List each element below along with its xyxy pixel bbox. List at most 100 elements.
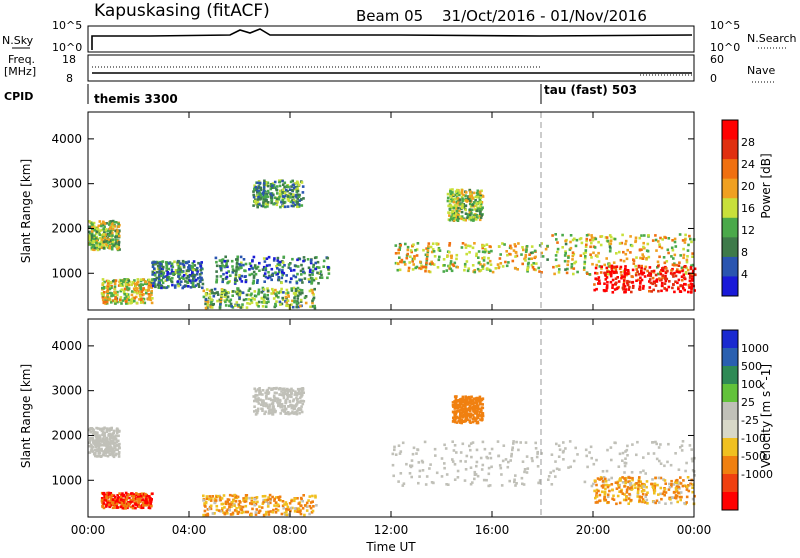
scatter-cell <box>572 272 575 276</box>
scatter-cell <box>691 459 694 463</box>
scatter-cell <box>124 283 128 286</box>
scatter-cell <box>275 197 279 201</box>
scatter-cell <box>115 431 119 435</box>
scatter-cell <box>459 411 462 415</box>
scatter-cell <box>202 499 205 502</box>
scatter-cell <box>583 480 587 484</box>
scatter-cell <box>595 458 598 462</box>
scatter-cell <box>649 281 653 285</box>
scatter-cell <box>90 234 94 237</box>
scatter-cell <box>480 189 483 193</box>
nsky-frame <box>87 25 695 53</box>
scatter-cell <box>297 390 301 393</box>
scatter-cell <box>637 273 641 276</box>
scatter-cell <box>586 272 589 275</box>
scatter-cell <box>641 498 645 501</box>
scatter-cell <box>459 413 462 417</box>
scatter-cell <box>456 399 459 403</box>
scatter-cell <box>405 254 409 257</box>
scatter-cell <box>212 302 215 306</box>
scatter-cell <box>461 203 464 206</box>
scatter-cell <box>295 305 298 309</box>
scatter-cell <box>128 496 131 500</box>
scatter-cell <box>479 214 482 217</box>
scatter-cell <box>188 273 192 277</box>
scatter-cell <box>664 236 667 240</box>
scatter-cell <box>460 408 463 412</box>
scatter-cell <box>585 239 588 243</box>
scatter-cell <box>597 251 600 255</box>
scatter-cell <box>475 202 478 205</box>
scatter-cell <box>231 513 235 516</box>
scatter-cell <box>114 302 117 305</box>
scatter-cell <box>283 191 287 195</box>
scatter-cell <box>275 496 278 499</box>
scatter-cell <box>120 283 124 286</box>
scatter-cell <box>231 511 235 515</box>
scatter-cell <box>291 410 294 413</box>
scatter-cell <box>425 263 428 266</box>
scatter-cell <box>205 497 209 500</box>
scatter-cell <box>277 498 281 501</box>
scatter-cell <box>569 240 572 244</box>
scatter-cell <box>460 414 464 417</box>
scatter-cell <box>258 269 261 272</box>
scatter-cell <box>489 263 493 266</box>
scatter-cell <box>486 456 489 460</box>
scatter-cell <box>290 404 294 407</box>
scatter-cell <box>130 297 134 301</box>
scatter-cell <box>683 238 687 241</box>
scatter-cell <box>613 288 617 291</box>
scatter-cell <box>97 448 101 451</box>
scatter-cell <box>677 278 681 282</box>
scatter-cell <box>535 455 539 459</box>
scatter-cell <box>281 269 284 272</box>
scatter-cell <box>118 248 121 251</box>
scatter-cell <box>453 204 457 207</box>
scatter-cell <box>609 446 613 449</box>
scatter-cell <box>215 278 219 281</box>
scatter-cell <box>487 256 490 260</box>
scatter-cell <box>192 273 195 277</box>
scatter-cell <box>136 280 140 284</box>
scatter-cell <box>298 387 302 391</box>
scatter-cell <box>209 305 212 309</box>
scatter-cell <box>647 255 651 259</box>
scatter-cell <box>88 451 92 454</box>
scatter-cell <box>619 258 623 262</box>
scatter-cell <box>177 272 180 276</box>
scatter-cell <box>120 498 123 501</box>
scatter-cell <box>142 287 145 290</box>
scatter-cell <box>101 278 105 281</box>
scatter-cell <box>283 387 286 391</box>
scatter-cell <box>670 501 673 505</box>
scatter-cell <box>240 274 244 278</box>
scatter-cell <box>282 298 285 301</box>
scatter-cell <box>111 449 115 452</box>
scatter-cell <box>426 254 429 258</box>
scatter-cell <box>455 191 459 195</box>
scatter-cell <box>282 183 285 186</box>
scatter-cell <box>236 258 239 261</box>
scatter-cell <box>245 298 248 301</box>
scatter-cell <box>587 233 590 237</box>
scatter-cell <box>203 502 206 505</box>
scatter-cell <box>155 270 159 274</box>
scatter-cell <box>589 245 592 249</box>
scatter-cell <box>303 504 307 507</box>
scatter-cell <box>475 209 479 212</box>
scatter-cell <box>640 482 644 486</box>
scatter-cell <box>222 288 226 292</box>
scatter-cell <box>102 221 105 224</box>
scatter-cell <box>108 428 111 431</box>
scatter-cell <box>595 491 598 495</box>
scatter-cell <box>540 452 543 455</box>
scatter-cell <box>192 277 195 281</box>
scatter-cell <box>618 483 621 487</box>
scatter-cell <box>250 292 253 296</box>
scatter-cell <box>309 268 312 272</box>
scatter-cell <box>100 223 103 226</box>
scatter-cell <box>467 195 470 198</box>
scatter-cell <box>612 265 616 269</box>
